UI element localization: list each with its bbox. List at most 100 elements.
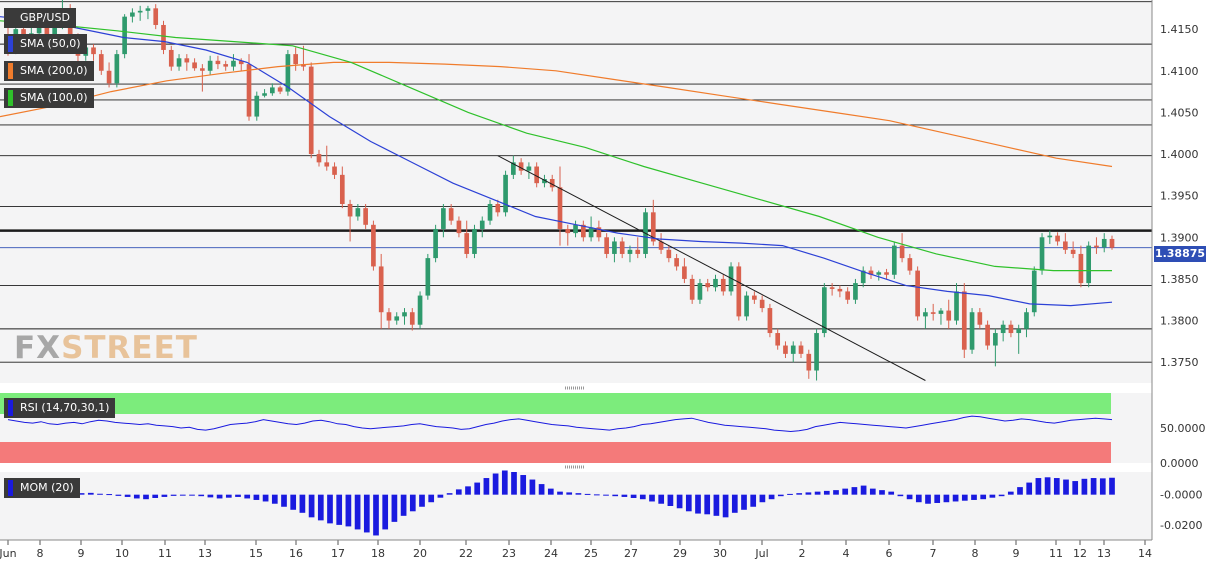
bull-candle xyxy=(145,5,151,20)
candle-body xyxy=(907,258,913,271)
mom-bar xyxy=(1081,478,1088,495)
bear-candle xyxy=(985,320,990,350)
mom-bar xyxy=(1026,482,1033,495)
candle-body xyxy=(946,310,952,321)
candle-body xyxy=(1086,245,1092,284)
candle-body xyxy=(993,333,998,346)
mom-bar xyxy=(1035,478,1042,495)
candle-body xyxy=(534,166,540,184)
x-tick-label: 10 xyxy=(115,547,129,560)
candle-body xyxy=(371,224,376,267)
mom-bar xyxy=(152,494,159,498)
mom-bar xyxy=(501,470,508,495)
candle-body xyxy=(378,266,384,313)
bull-candle xyxy=(542,174,547,188)
candle-body xyxy=(759,299,765,309)
mom-bar xyxy=(87,492,94,495)
bull-candle xyxy=(511,155,516,180)
candle-body xyxy=(456,220,462,234)
candle-body xyxy=(347,203,353,217)
bear-candle xyxy=(907,253,913,275)
candle-body xyxy=(619,241,625,254)
bull-candle xyxy=(425,253,431,300)
legend-sma100[interactable]: SMA (100,0) xyxy=(4,88,94,108)
mom-bar xyxy=(455,489,462,495)
y-tick-label: 1.4150 xyxy=(1160,23,1199,36)
candle-body xyxy=(868,270,874,275)
candle-body xyxy=(114,54,120,84)
candle-body xyxy=(339,174,345,204)
candle-body xyxy=(1078,253,1084,284)
mom-bar xyxy=(207,494,214,498)
mom-bar xyxy=(308,494,315,518)
bear-candle xyxy=(316,149,322,167)
candle-body xyxy=(301,64,306,67)
mom-bar xyxy=(97,493,103,495)
mom-bar xyxy=(143,494,149,500)
candle-body xyxy=(580,224,586,238)
candle-body xyxy=(666,249,672,259)
candle-body xyxy=(200,68,205,71)
bull-candle xyxy=(176,54,182,71)
bull-candle xyxy=(790,341,796,363)
legend-sma50[interactable]: SMA (50,0) xyxy=(4,34,87,54)
candle-body xyxy=(153,8,159,25)
candle-body xyxy=(775,333,781,346)
mom-bar xyxy=(483,478,490,495)
x-tick-label: 12 xyxy=(1073,547,1087,560)
mom-tick-label: -0.0000 xyxy=(1160,489,1202,502)
bear-candle xyxy=(98,49,104,75)
mom-bar xyxy=(897,494,904,497)
x-tick-label: 30 xyxy=(713,547,727,560)
candle-body xyxy=(207,60,213,71)
candle-body xyxy=(884,272,889,275)
x-tick-label: 7 xyxy=(930,547,937,560)
bear-candle xyxy=(899,233,905,263)
legend-mom[interactable]: MOM (20) xyxy=(4,478,80,498)
bull-candle xyxy=(612,237,617,263)
candle-body xyxy=(977,312,983,325)
bear-candle xyxy=(215,55,221,70)
x-tick-label: 9 xyxy=(1013,547,1020,560)
candle-body xyxy=(1094,245,1099,248)
bear-candle xyxy=(884,268,889,279)
mom-bar xyxy=(787,493,793,495)
candle-body xyxy=(254,95,260,117)
candle-body xyxy=(1063,241,1068,250)
bull-candle xyxy=(938,308,944,325)
candle-body xyxy=(363,208,368,225)
candle-body xyxy=(1000,324,1006,334)
bear-candle xyxy=(557,166,563,246)
mom-bar xyxy=(253,494,260,500)
bear-candle xyxy=(946,299,952,329)
legend-rsi[interactable]: RSI (14,70,30,1) xyxy=(4,398,116,418)
bear-candle xyxy=(977,308,983,329)
bear-candle xyxy=(1070,241,1076,259)
candle-body xyxy=(1109,238,1115,248)
candle-body xyxy=(1101,238,1107,248)
bull-candle xyxy=(697,278,703,304)
bear-candle xyxy=(829,283,835,296)
bull-candle xyxy=(993,328,998,367)
x-tick-label: Jun xyxy=(0,547,17,560)
mom-bar xyxy=(925,494,931,504)
bear-candle xyxy=(363,203,368,229)
mom-bar xyxy=(961,494,968,501)
mom-bar xyxy=(759,494,766,503)
candle-body xyxy=(822,287,827,334)
bull-candle xyxy=(1024,308,1029,338)
candle-body xyxy=(1024,312,1029,329)
candle-body xyxy=(728,266,734,292)
bear-candle xyxy=(277,85,283,95)
x-tick-label: 14 xyxy=(1138,547,1152,560)
bull-candle xyxy=(137,5,143,21)
legend-sma200[interactable]: SMA (200,0) xyxy=(4,61,94,81)
mom-bar xyxy=(612,494,619,497)
mom-bar xyxy=(952,494,959,502)
bull-candle xyxy=(441,203,446,238)
candle-body xyxy=(845,291,850,300)
mom-bar xyxy=(363,494,370,533)
bear-candle xyxy=(448,203,454,225)
mom-bar xyxy=(1017,487,1023,495)
